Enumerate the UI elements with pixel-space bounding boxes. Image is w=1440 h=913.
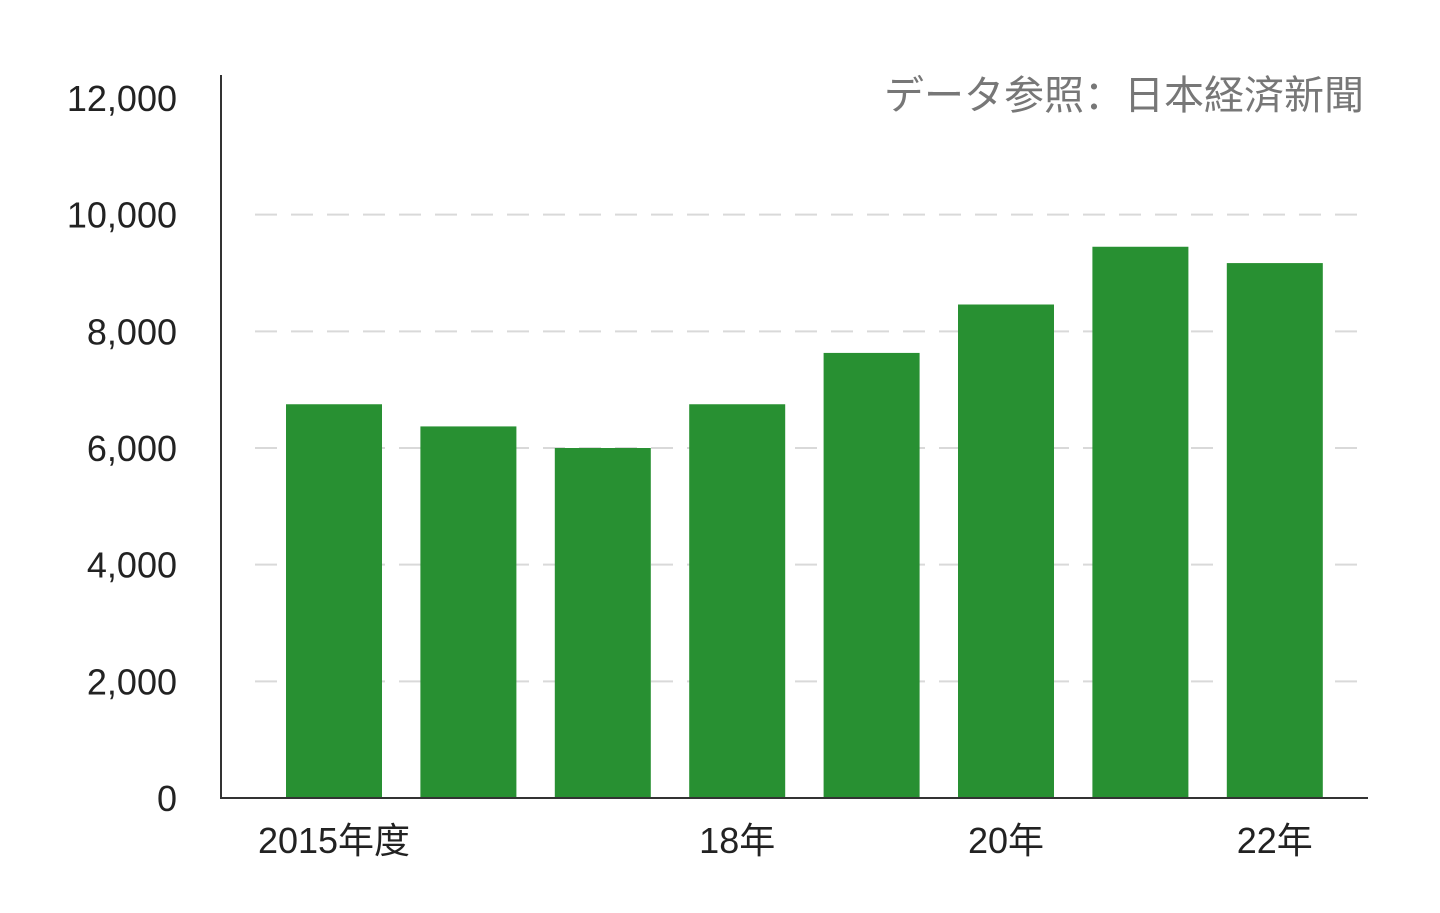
y-tick-label: 2,000 [87,661,177,702]
x-tick-label: 18年 [699,820,775,861]
bar [1226,263,1323,798]
bar [420,426,517,798]
bars [286,246,1323,798]
x-tick-label: 22年 [1237,820,1313,861]
bar [286,404,382,798]
bar [823,352,920,798]
bar [958,304,1054,798]
bar [1092,246,1189,798]
bar [554,448,651,798]
x-axis-ticks: 2015年度 18年 20年 22年 [258,820,1313,861]
y-tick-label: 4,000 [87,545,177,586]
bar [689,404,786,798]
y-tick-label: 8,000 [87,311,177,352]
y-tick-label: 12,000 [67,78,177,119]
y-tick-label: 6,000 [87,428,177,469]
x-tick-label: 20年 [968,820,1044,861]
source-note: データ参照：日本経済新聞 [884,74,1364,118]
x-tick-label: 2015年度 [258,820,410,861]
y-tick-label: 10,000 [67,195,177,236]
y-axis-ticks: 0 2,000 4,000 6,000 8,000 10,000 12,000 [67,78,177,819]
y-tick-label: 0 [157,778,177,819]
